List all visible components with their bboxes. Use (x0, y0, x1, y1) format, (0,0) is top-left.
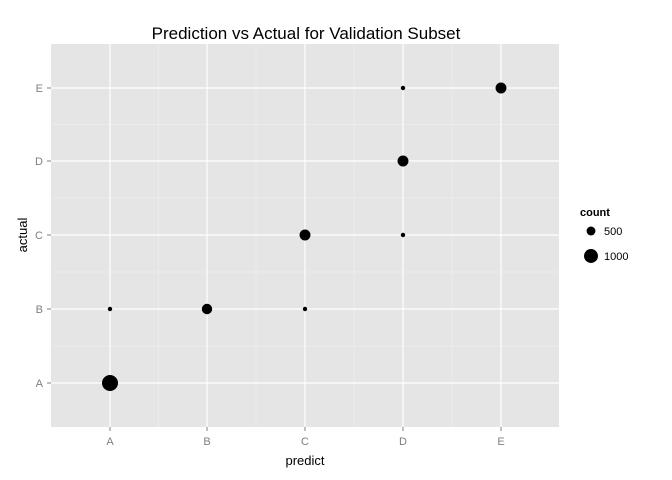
point-A-A (102, 375, 118, 391)
x-axis-ticks: A B C D E (106, 427, 505, 448)
point-E-E (495, 82, 507, 94)
point-D-D (397, 155, 409, 167)
point-A-B (107, 306, 113, 312)
y-tick-label-B: B (36, 304, 43, 316)
x-tick-label-A: A (106, 436, 114, 448)
point-C-C (299, 229, 311, 241)
x-axis-title: predict (285, 453, 324, 468)
x-tick-label-E: E (497, 436, 504, 448)
y-axis-title: actual (15, 218, 30, 253)
chart-title: Prediction vs Actual for Validation Subs… (152, 24, 461, 43)
point-D-E (400, 85, 406, 91)
x-tick-label-C: C (301, 436, 309, 448)
legend: count 500 1000 (580, 207, 628, 263)
legend-title: count (580, 207, 610, 219)
data-points (102, 82, 507, 391)
legend-key-1000 (584, 249, 598, 263)
point-D-C (400, 232, 406, 238)
legend-label-1000: 1000 (604, 251, 628, 263)
point-B-B (201, 303, 213, 315)
y-tick-label-E: E (36, 83, 43, 95)
x-tick-label-D: D (399, 436, 407, 448)
point-C-B (302, 306, 308, 312)
y-tick-label-A: A (36, 378, 44, 390)
y-tick-label-D: D (35, 156, 43, 168)
legend-key-500 (586, 226, 596, 236)
legend-label-500: 500 (604, 226, 622, 238)
x-tick-label-B: B (203, 436, 210, 448)
y-tick-label-C: C (35, 230, 43, 242)
y-axis-ticks: A B C D E (35, 83, 51, 390)
